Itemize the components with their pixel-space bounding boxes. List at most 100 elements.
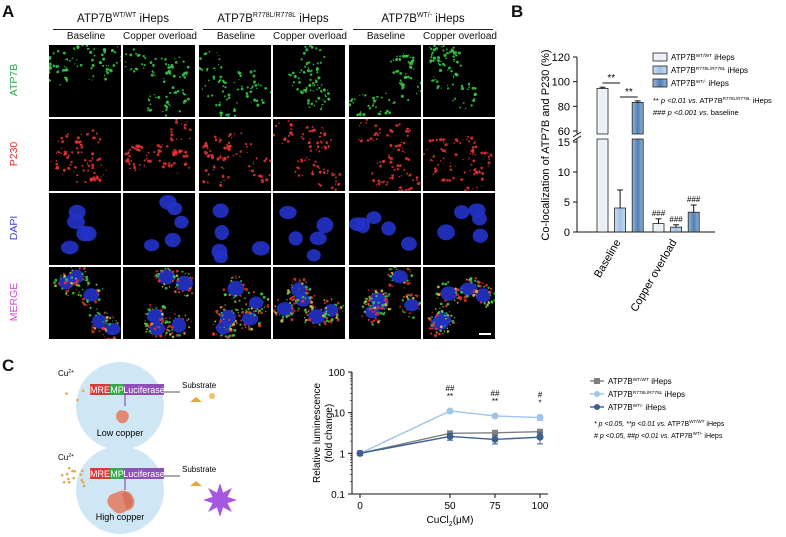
significance-mark: ### bbox=[652, 209, 666, 218]
micrograph-dapi-1 bbox=[49, 193, 121, 265]
micrograph-atp7b-4 bbox=[273, 45, 345, 117]
data-point bbox=[491, 435, 499, 443]
substrate-label: Substrate bbox=[182, 465, 217, 474]
bar-baseline-1 bbox=[596, 88, 609, 135]
x-tick-label: 75 bbox=[489, 501, 501, 512]
legend-entry: ATP7BWT/- iHeps bbox=[608, 403, 666, 412]
significance-mark: ### bbox=[687, 195, 701, 204]
micrograph-p230-5 bbox=[349, 119, 421, 191]
copper-ion-dot bbox=[79, 473, 83, 476]
y-axis-label: Co-localization of ATP7B and P230 (%) bbox=[540, 49, 552, 240]
bracket-label: ** bbox=[625, 87, 633, 98]
group-header-2: ATP7BR778L/R778L iHeps bbox=[217, 12, 329, 25]
construct-label: Luciferase bbox=[123, 469, 165, 479]
x-axis-label: CuCl2(μM) bbox=[427, 515, 474, 528]
copper-ion-label: Cu2+ bbox=[58, 453, 74, 462]
y-tick-label: 100 bbox=[328, 368, 345, 379]
construct-label: Luciferase bbox=[123, 385, 165, 395]
substrate-icon bbox=[190, 397, 202, 402]
construct-block-mp bbox=[110, 468, 124, 479]
micrograph-dapi-4 bbox=[273, 193, 345, 265]
construct-block-luciferase bbox=[124, 384, 164, 395]
light-spark bbox=[209, 393, 215, 399]
substrate-icon bbox=[190, 481, 202, 486]
construct-label: MP bbox=[110, 385, 124, 395]
legend-swatch bbox=[652, 65, 668, 75]
legend-marker bbox=[594, 404, 600, 410]
panel-label-a: A bbox=[2, 2, 15, 21]
data-point bbox=[446, 407, 454, 415]
legend-entry: ATP7BWT/- iHeps bbox=[671, 79, 729, 88]
micrograph-p230-1 bbox=[49, 119, 121, 191]
condition-header: Copper overload bbox=[273, 31, 347, 42]
copper-ion-dot bbox=[81, 389, 85, 393]
construct-label: MP bbox=[110, 469, 124, 479]
condition-header: Copper overload bbox=[123, 31, 197, 42]
legend-entry: ATP7BR778L/R778L iHeps bbox=[608, 390, 685, 399]
annotation-star: ** bbox=[447, 392, 453, 401]
copper-ion-dot bbox=[76, 398, 79, 402]
x-category-label: Baseline bbox=[592, 238, 623, 281]
luminescence-line-chart: 0.1 1 10 100 0 50 75 100 Relative luminescence (f… bbox=[312, 368, 725, 528]
copper-ion-dot bbox=[60, 473, 64, 477]
significance-mark: ### bbox=[669, 215, 683, 224]
y-tick-label: 120 bbox=[552, 52, 570, 64]
copper-ion-dot bbox=[72, 476, 76, 480]
y-tick-label: 1 bbox=[339, 449, 345, 460]
annotation-star: * bbox=[538, 399, 541, 408]
micrograph-dapi-3 bbox=[199, 193, 271, 265]
micrograph-atp7b-6 bbox=[423, 45, 495, 117]
substrate-label: Substrate bbox=[182, 381, 217, 390]
condition-header: Copper overload bbox=[423, 31, 497, 42]
y-tick-label: 0.1 bbox=[331, 490, 345, 501]
bar-copper-overload-1 bbox=[652, 223, 665, 233]
legend-note: ** p <0.01 vs. ATP7BR778L/R778L iHeps bbox=[653, 96, 772, 105]
data-point bbox=[492, 429, 498, 436]
legend-entry: ATP7BWT/WT iHeps bbox=[608, 377, 672, 386]
construct-label: MRE bbox=[90, 469, 110, 479]
luciferase-protein bbox=[116, 410, 129, 424]
y-tick-label: 15 bbox=[558, 137, 570, 149]
bar-baseline-2 bbox=[614, 207, 626, 233]
bar-lower-part bbox=[631, 138, 644, 233]
copper-ion-dot bbox=[65, 392, 68, 395]
copper-ion-dot bbox=[65, 472, 69, 476]
row-label-dapi: DAPI bbox=[8, 215, 20, 241]
annotation-hash: ## bbox=[446, 384, 455, 393]
bar-lower-part bbox=[596, 138, 609, 233]
micrograph-dapi-2 bbox=[123, 193, 195, 265]
y-tick-label: 0 bbox=[564, 227, 570, 239]
row-label-merge: MERGE bbox=[8, 282, 20, 322]
x-tick-label: 0 bbox=[357, 501, 363, 512]
micrograph-dapi-6 bbox=[423, 193, 495, 265]
y-tick-label: 10 bbox=[558, 167, 570, 179]
micrograph-merge-6 bbox=[423, 267, 495, 339]
panel-label-c: C bbox=[2, 356, 15, 375]
construct-block-mp bbox=[110, 384, 124, 395]
data-point bbox=[536, 414, 544, 422]
group-underline bbox=[353, 29, 493, 30]
y-axis-label: Relative luminescence bbox=[312, 383, 323, 483]
light-burst bbox=[203, 483, 237, 517]
x-tick-label: 50 bbox=[444, 501, 456, 512]
axis-break-mark bbox=[572, 135, 582, 142]
annotation-hash: ## bbox=[491, 389, 500, 398]
legend-note: ### p <0.001 vs. baseline bbox=[653, 108, 739, 117]
data-point bbox=[491, 412, 499, 420]
copper-ion-dot bbox=[81, 469, 84, 473]
micrograph-p230-2 bbox=[123, 119, 195, 191]
construct-block-mre bbox=[90, 384, 110, 395]
copper-ion-dot bbox=[82, 484, 86, 488]
x-tick-label: 100 bbox=[532, 501, 549, 512]
legend-marker bbox=[594, 378, 600, 384]
micrograph-atp7b-2 bbox=[123, 45, 195, 117]
legend-marker bbox=[594, 391, 600, 397]
group-header-1: ATP7BWT/WT iHeps bbox=[77, 12, 169, 25]
x-category-label: Copper overload bbox=[629, 238, 680, 314]
condition-header: Baseline bbox=[366, 31, 406, 42]
bar-copper-overload-3 bbox=[687, 211, 700, 233]
construct-label: MRE bbox=[90, 385, 110, 395]
panel-label-b: B bbox=[511, 2, 524, 21]
legend-note: # p <0.05, ##p <0.01 vs. ATP7BWT/- iHeps bbox=[594, 431, 723, 440]
copper-ion-dot bbox=[67, 480, 71, 484]
